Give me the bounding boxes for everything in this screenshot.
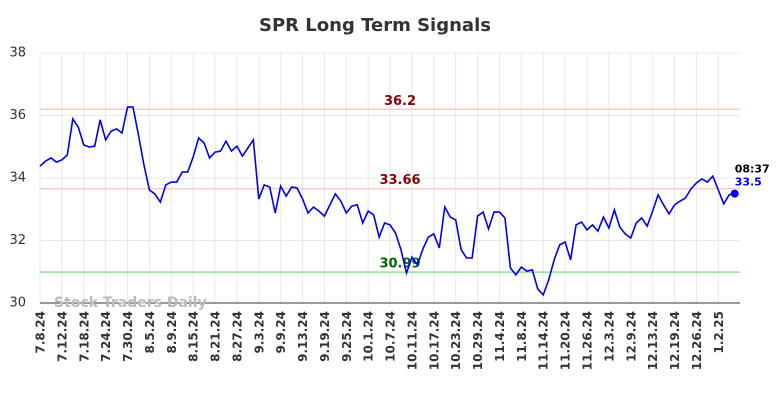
- x-tick-label: 12.13.24: [646, 311, 660, 370]
- x-tick-label: 8.5.24: [143, 311, 157, 354]
- watermark: Stock Traders Daily: [54, 295, 207, 311]
- x-tick-label: 9.25.24: [340, 311, 354, 362]
- y-tick-label: 32: [9, 233, 26, 248]
- chart-title: SPR Long Term Signals: [259, 15, 491, 36]
- x-tick-label: 8.21.24: [209, 311, 223, 362]
- x-tick-label: 7.24.24: [99, 311, 113, 362]
- x-tick-label: 11.14.24: [537, 311, 551, 370]
- x-tick-label: 7.30.24: [121, 311, 135, 362]
- x-tick-label: 8.27.24: [230, 311, 244, 362]
- x-tick-label: 9.13.24: [296, 311, 310, 362]
- x-tick-label: 12.9.24: [624, 311, 638, 362]
- signal-label: 33.66: [379, 173, 420, 188]
- x-tick-label: 8.15.24: [187, 311, 201, 362]
- x-tick-label: 10.23.24: [449, 311, 463, 370]
- x-tick-label: 9.19.24: [318, 311, 332, 362]
- signal-label: 36.2: [384, 94, 416, 109]
- x-tick-label: 12.26.24: [690, 311, 704, 370]
- last-time: 08:37: [735, 163, 770, 176]
- y-tick-label: 36: [9, 108, 26, 123]
- last-point: [730, 189, 739, 198]
- x-tick-label: 10.11.24: [405, 311, 419, 370]
- x-tick-label: 8.9.24: [165, 311, 179, 354]
- price-line: [39, 106, 735, 297]
- x-tick-label: 1.2.25: [712, 311, 726, 354]
- x-tick-label: 9.3.24: [252, 311, 266, 354]
- y-tick-label: 34: [9, 171, 26, 186]
- x-tick-label: 10.1.24: [362, 311, 376, 362]
- x-tick-label: 12.19.24: [668, 311, 682, 370]
- y-tick-label: 30: [9, 296, 26, 311]
- x-tick-label: 9.9.24: [274, 311, 288, 354]
- x-tick-label: 11.26.24: [581, 311, 595, 370]
- x-tick-label: 11.20.24: [559, 311, 573, 370]
- x-tick-label: 11.4.24: [493, 311, 507, 362]
- last-value: 33.5: [735, 176, 762, 189]
- x-tick-label: 10.7.24: [384, 311, 398, 362]
- x-tick-label: 7.12.24: [55, 311, 69, 362]
- x-tick-label: 7.18.24: [77, 311, 91, 362]
- x-tick-label: 12.3.24: [602, 311, 616, 362]
- x-tick-label: 7.8.24: [34, 311, 48, 354]
- x-tick-label: 10.29.24: [471, 311, 485, 370]
- x-tick-label: 11.8.24: [515, 311, 529, 362]
- signal-label: 30.99: [379, 257, 420, 272]
- y-tick-label: 38: [9, 46, 26, 61]
- x-tick-label: 10.17.24: [427, 311, 441, 370]
